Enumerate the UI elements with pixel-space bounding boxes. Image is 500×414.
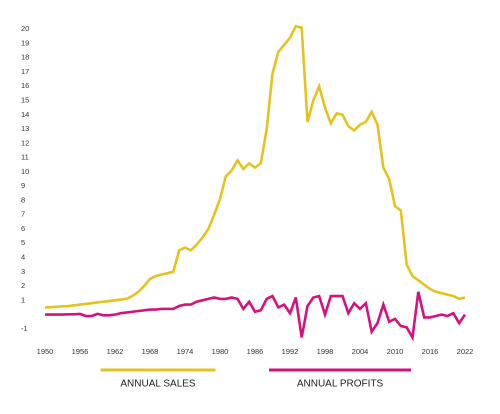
x-tick-label: 2010 <box>387 347 404 356</box>
x-tick-label: 1968 <box>142 347 159 356</box>
y-tick-label: 12 <box>21 138 29 147</box>
y-tick-label: 5 <box>21 238 25 247</box>
x-tick-label: 1974 <box>177 347 194 356</box>
y-tick-label: 2 <box>21 281 25 290</box>
y-tick-label: 14 <box>21 110 29 119</box>
y-tick-label: 19 <box>21 38 29 47</box>
x-tick-label: 1962 <box>107 347 124 356</box>
y-tick-label: 3 <box>21 267 25 276</box>
series-line <box>44 24 466 309</box>
series-line <box>45 291 467 342</box>
y-tick-label: -1 <box>21 324 28 333</box>
x-tick-label: 2022 <box>457 347 474 356</box>
y-tick-label: 13 <box>21 124 29 133</box>
x-tick-label: 1992 <box>282 347 299 356</box>
y-tick-label: 15 <box>21 95 29 104</box>
y-tick-label: 9 <box>21 181 25 190</box>
x-tick-label: 1956 <box>72 347 89 356</box>
y-tick-label: 11 <box>21 153 29 162</box>
legend-text: ANNUAL PROFITS <box>297 379 384 390</box>
x-tick-label: 1998 <box>317 347 334 356</box>
x-tick-label: 1980 <box>212 347 229 356</box>
y-tick-label: 10 <box>21 167 29 176</box>
y-tick-label: 7 <box>21 210 25 219</box>
y-tick-label: 18 <box>21 53 29 62</box>
y-tick-label: 17 <box>21 67 29 76</box>
x-tick-label: 2016 <box>422 347 439 356</box>
y-tick-label: 4 <box>21 252 25 261</box>
legend-text: ANNUAL SALES <box>120 379 196 390</box>
x-tick-label: 1950 <box>37 347 54 356</box>
y-tick-label: 6 <box>21 224 25 233</box>
y-tick-label: 16 <box>21 81 29 90</box>
x-tick-label: 1986 <box>247 347 264 356</box>
y-tick-label: 20 <box>21 24 29 33</box>
y-tick-label: 8 <box>21 195 25 204</box>
x-tick-label: 2004 <box>352 347 369 356</box>
y-tick-label: 1 <box>21 295 25 304</box>
